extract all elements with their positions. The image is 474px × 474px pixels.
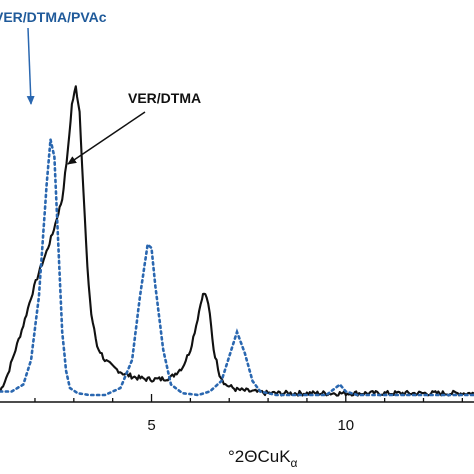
annotation-ver-dtma-pvac: VER/DTMA/PVAc: [0, 9, 107, 25]
x-axis-label: °2ΘCuKα: [228, 447, 298, 470]
series-line-ver-dtma: [0, 85, 474, 397]
x-ticks: 5 10: [34, 394, 463, 434]
x-tick-label: 10: [337, 417, 354, 434]
x-axis-label-subscript: α: [291, 456, 298, 470]
x-tick-label: 5: [147, 417, 155, 434]
annotation-arrow-ver-dtma: [67, 111, 146, 165]
x-axis-label-main: °2ΘCuK: [228, 447, 291, 466]
series-layer: [0, 85, 474, 397]
annotation-arrow-ver-dtma-pvac: [26, 27, 35, 105]
annotation-ver-dtma: VER/DTMA: [128, 90, 201, 106]
series-line-ver-dtma-pvac: [0, 139, 474, 397]
